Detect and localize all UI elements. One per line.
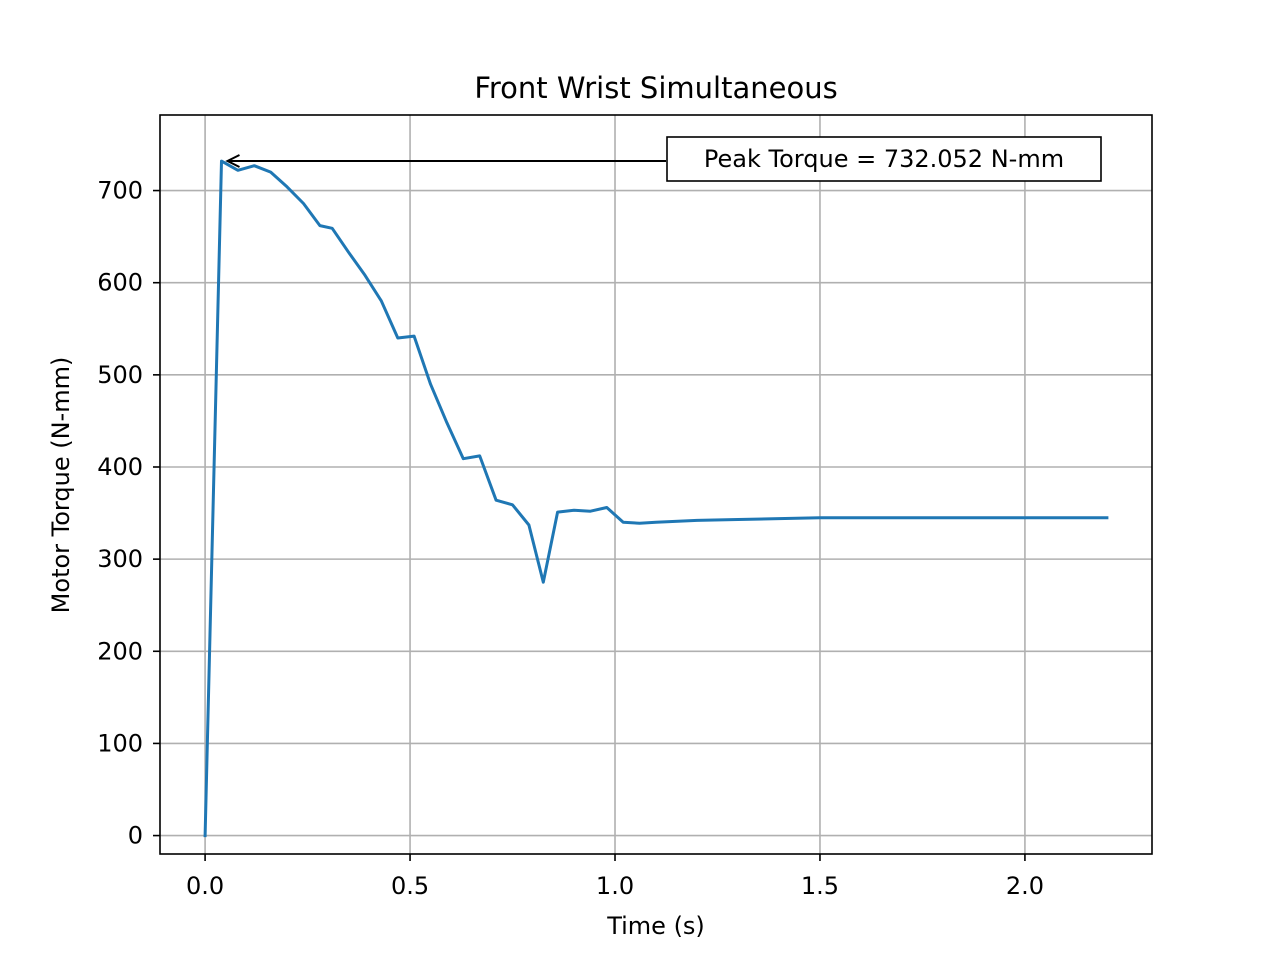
chart-title: Front Wrist Simultaneous bbox=[474, 71, 837, 105]
y-tick-label: 600 bbox=[97, 269, 143, 297]
y-tick-label: 200 bbox=[97, 637, 143, 665]
annotation-arrow-head bbox=[225, 154, 240, 168]
annotation-box bbox=[666, 136, 1102, 182]
y-tick-label: 0 bbox=[128, 822, 143, 850]
peak-annotation: Peak Torque = 732.052 N-mm bbox=[225, 136, 1102, 182]
y-axis-label: Motor Torque (N-mm) bbox=[47, 357, 75, 614]
axis-ticks bbox=[153, 189, 1026, 861]
x-tick-label: 0.5 bbox=[391, 872, 429, 900]
x-tick-label: 1.0 bbox=[596, 872, 634, 900]
series-line-motor-torque bbox=[203, 159, 1109, 838]
x-axis-label: Time (s) bbox=[606, 912, 705, 940]
y-tick-label: 400 bbox=[97, 453, 143, 481]
y-tick-label: 500 bbox=[97, 361, 143, 389]
y-tick-label: 100 bbox=[97, 729, 143, 757]
annotation-text: Peak Torque = 732.052 N-mm bbox=[704, 145, 1064, 173]
plot-area-background bbox=[160, 115, 1152, 854]
x-tick-labels: 0.0 0.5 1.0 1.5 2.0 bbox=[186, 872, 1044, 900]
x-tick-label: 0.0 bbox=[186, 872, 224, 900]
grid-lines bbox=[160, 115, 1152, 854]
y-tick-labels: 0 100 200 300 400 500 600 700 bbox=[97, 177, 143, 850]
x-tick-label: 2.0 bbox=[1006, 872, 1044, 900]
y-tick-label: 700 bbox=[97, 177, 143, 205]
y-tick-label: 300 bbox=[97, 545, 143, 573]
plot-area-frame bbox=[159, 114, 1153, 855]
x-tick-label: 1.5 bbox=[801, 872, 839, 900]
